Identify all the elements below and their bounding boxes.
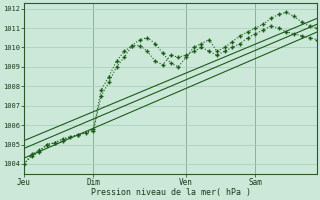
X-axis label: Pression niveau de la mer( hPa ): Pression niveau de la mer( hPa ) <box>91 188 251 197</box>
